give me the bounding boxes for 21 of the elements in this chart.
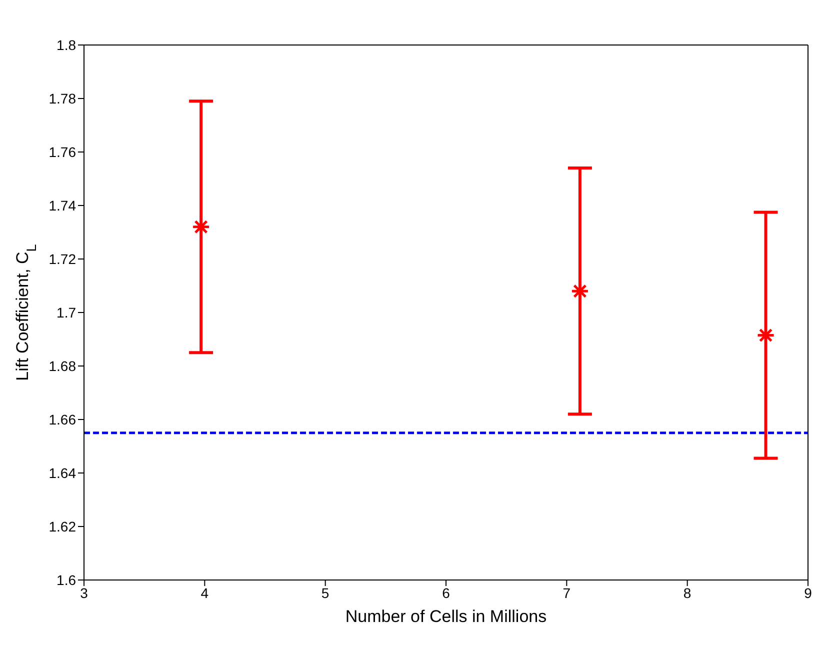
y-tick-label: 1.76	[48, 144, 76, 160]
y-tick-label: 1.72	[48, 250, 76, 267]
x-tick-label: 8	[683, 584, 692, 601]
x-tick-label: 9	[804, 584, 812, 601]
y-tick-label: 1.8	[56, 36, 76, 53]
y-tick-label: 1.66	[48, 411, 76, 428]
x-tick-label: 7	[562, 584, 571, 601]
x-axis-title: Number of Cells in Millions	[345, 607, 547, 626]
x-tick-label: 6	[442, 584, 450, 601]
y-tick-label: 1.74	[48, 197, 76, 214]
y-tick-label: 1.64	[48, 464, 76, 481]
x-tick-label: 3	[80, 584, 88, 601]
x-tick-label: 5	[321, 584, 330, 601]
point	[192, 218, 210, 236]
x-tick-label: 4	[200, 584, 209, 601]
y-tick-label: 1.62	[48, 518, 76, 534]
point	[570, 282, 590, 300]
y-tick-label: 1.78	[48, 90, 76, 106]
y-tick-label: 1.68	[48, 358, 76, 374]
y-tick-label: 1.6	[56, 572, 76, 588]
y-tick-label: 1.7	[56, 304, 76, 320]
